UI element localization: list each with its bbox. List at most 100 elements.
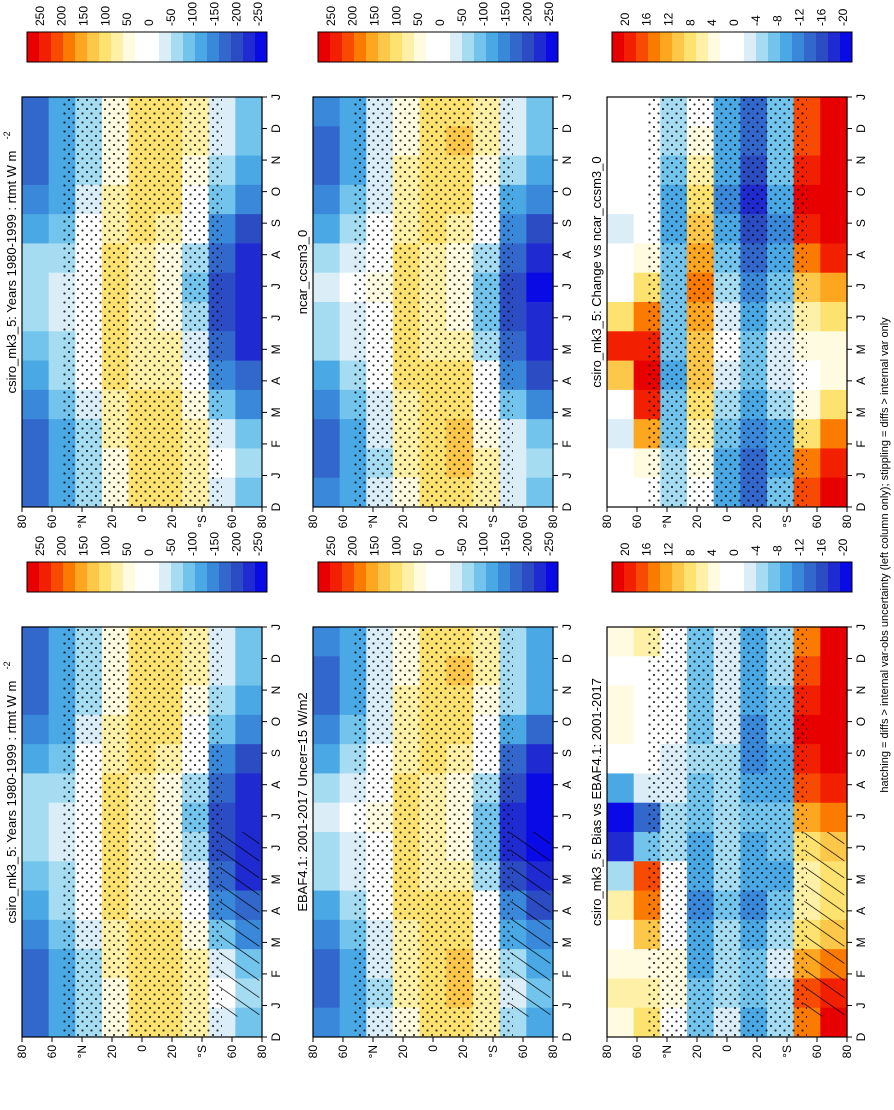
heatmap-cell [22,684,50,715]
heatmap-cell [607,772,635,803]
heatmap-cell [22,655,50,686]
x-tick-label: D [854,654,868,663]
heatmap-cell [22,389,50,420]
colorbar-swatch [63,562,76,592]
colorbar-swatch [111,562,124,592]
colorbar-label: 12 [662,542,676,556]
heatmap-cell [313,831,341,862]
colorbar-swatch [342,32,355,62]
x-tick-label: J [269,1002,283,1008]
colorbar-label: -20 [836,8,850,26]
y-tick-label: °S [780,515,794,528]
colorbar-swatch [438,32,451,62]
heatmap-cell [607,272,635,302]
colorbar-swatch [756,32,769,62]
colorbar-swatch [99,32,112,62]
y-tick-label: 80 [840,515,854,529]
colorbar-swatch [780,32,793,62]
heatmap-cell [313,272,341,302]
heatmap-cell [526,184,554,215]
colorbar-swatch [243,32,256,62]
heatmap-cell [235,655,263,686]
heatmap-cell [235,743,263,774]
heatmap-cell [820,802,848,832]
x-tick-label: J [269,94,283,100]
x-tick-label: D [560,124,574,133]
x-tick-label: A [854,377,868,385]
colorbar-label: 100 [389,536,403,556]
heatmap-cell [22,301,50,332]
heatmap-cell [235,418,263,449]
colorbar-swatch [330,32,343,62]
heatmap-cell [526,213,554,244]
colorbar-label: -100 [477,2,491,26]
heatmap-cell [820,714,848,745]
colorbar-swatch [195,562,208,592]
colorbar-label: -150 [207,2,221,26]
heatmap-cell [313,714,341,745]
x-tick-label: D [854,124,868,133]
colorbar-swatch [546,32,559,62]
colorbar-swatch [342,562,355,592]
heatmap-cell [313,242,341,273]
heatmap-cell [313,860,341,891]
panel-title: ncar_ccsm3_0 [295,230,310,315]
heatmap-cell [22,714,50,745]
heatmap-cell [607,389,635,420]
colorbar-swatch [816,562,829,592]
heatmap-cell [526,743,554,774]
heatmap-cell [22,447,50,478]
y-tick-label: 20 [750,515,764,529]
heatmap-cell [22,272,50,302]
y-tick-label: 80 [306,515,320,529]
colorbar: 250 200 150 100 50 0 -50 -100 -150 -200 -250 [26,2,268,63]
y-tick-label: 0 [720,1045,734,1052]
heatmap-cell [313,772,341,803]
heatmap-cell [313,154,341,185]
x-tick-label: J [854,472,868,478]
heatmap-cell [607,96,635,127]
x-tick-label: J [854,845,868,851]
x-tick-label: J [854,624,868,630]
heatmap-cell [313,477,341,507]
heatmap-cell [235,330,263,361]
y-tick-label: 80 [255,515,269,529]
x-tick-label: F [560,440,574,447]
y-tick-label: °S [195,1045,209,1058]
colorbar-swatch [486,32,499,62]
hatching-overlay [804,832,845,1017]
colorbar-label: 0 [433,19,447,26]
colorbar-swatch [414,562,427,592]
colorbar-swatch [426,32,439,62]
y-tick-label: 60 [630,515,644,529]
colorbar-swatch [255,562,268,592]
rotated-figure: csiro_mk3_5: Years 1980-1999 : rtmt W m -… [2,2,891,1059]
x-tick-label: N [854,686,868,695]
heatmap-cell [313,743,341,774]
colorbar-swatch [744,562,757,592]
colorbar-swatch [696,32,709,62]
heatmap-cell [607,301,635,332]
colorbar-label: 12 [662,12,676,26]
y-tick-label: 60 [45,1045,59,1059]
colorbar: 250 200 150 100 50 0 -50 -100 -150 -200 -250 [317,532,559,593]
y-tick-label: 0 [426,1045,440,1052]
colorbar-swatch [231,32,244,62]
colorbar-swatch [450,562,463,592]
y-tick-label: 60 [336,515,350,529]
colorbar-swatch [414,32,427,62]
heatmap-cell [526,714,554,745]
colorbar-swatch [486,562,499,592]
colorbar-swatch [522,32,535,62]
chart-panel: EBAF4.1: 2001-2017 Uncer=15 W/m2 D J F M A M J J… [295,624,574,1058]
colorbar-frame [611,561,853,593]
colorbar-swatch [147,562,160,592]
colorbar-swatch [39,32,52,62]
heatmap-cell [607,418,635,449]
y-tick-label: 80 [255,1045,269,1059]
x-tick-label: M [560,344,574,354]
colorbar-swatch [768,32,781,62]
colorbar-label: -4 [749,15,763,26]
heatmap-cell [607,626,635,657]
